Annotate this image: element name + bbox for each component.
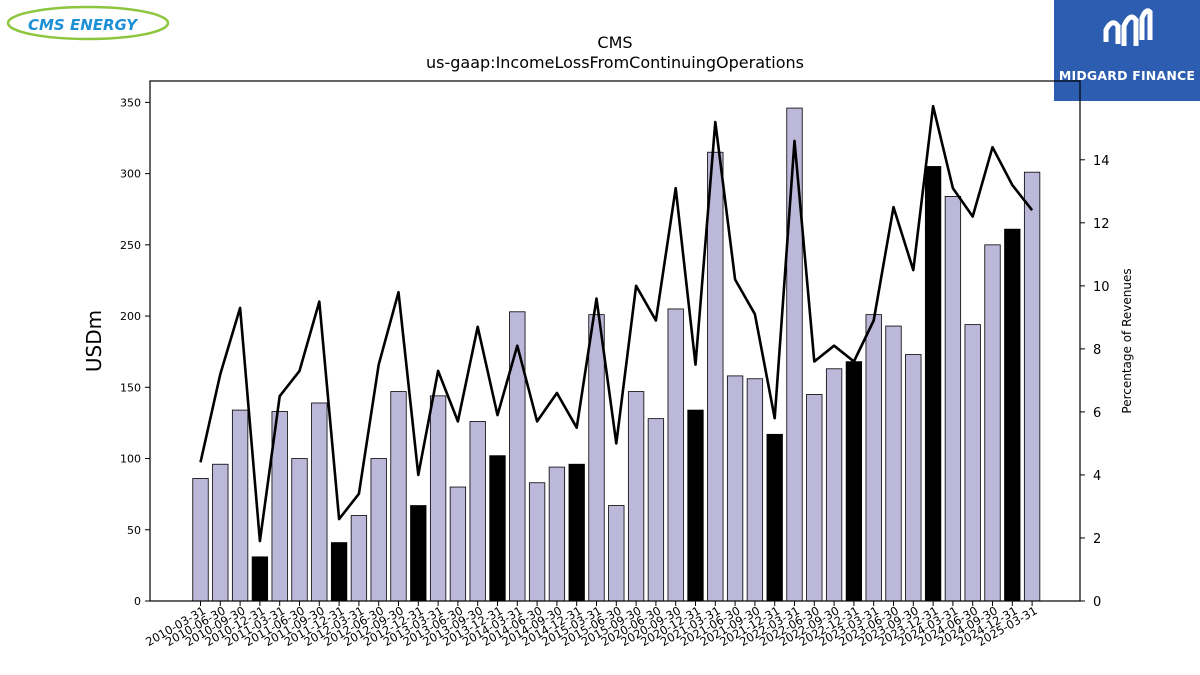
y2-tick-label: 10 xyxy=(1093,280,1110,295)
bar xyxy=(588,314,605,602)
y-tick-label: 0 xyxy=(134,595,141,608)
bar xyxy=(746,378,764,602)
y-tick-label: 200 xyxy=(120,310,141,323)
y-tick-label: 300 xyxy=(120,168,141,181)
bar xyxy=(806,394,823,602)
y2-tick-label: 4 xyxy=(1093,469,1101,484)
y2-tick-label: 0 xyxy=(1093,595,1101,610)
bar xyxy=(924,166,942,602)
y2-tick-label: 6 xyxy=(1093,406,1101,421)
y-tick-label: 350 xyxy=(120,96,141,109)
bar xyxy=(350,515,368,602)
bar xyxy=(647,418,665,602)
bar xyxy=(766,433,783,602)
y2-tick-label: 12 xyxy=(1093,217,1110,232)
bar xyxy=(489,455,506,602)
bar xyxy=(528,482,546,602)
bar xyxy=(905,354,922,602)
bar xyxy=(548,466,566,602)
bar xyxy=(687,409,704,602)
percentage-line xyxy=(199,104,1034,543)
bar xyxy=(865,314,882,602)
y-tick-label: 50 xyxy=(127,524,141,537)
bars-group xyxy=(192,107,1041,602)
bar xyxy=(845,361,863,602)
bar xyxy=(469,421,486,602)
chart-subtitle: us-gaap:IncomeLossFromContinuingOperatio… xyxy=(426,53,804,72)
y2-axis-ticks: 0 2 4 6 8 10 12 14 xyxy=(1080,154,1110,610)
y2-axis-label: Percentage of Revenues xyxy=(1120,268,1134,413)
bar xyxy=(964,324,981,602)
bar xyxy=(608,505,625,602)
midgard-emblem-icon xyxy=(1103,8,1153,46)
bar xyxy=(231,409,249,602)
swoosh-icon xyxy=(6,5,170,41)
bar xyxy=(212,463,229,602)
bar xyxy=(726,375,744,602)
bar xyxy=(251,556,269,602)
bar xyxy=(192,478,209,602)
midgard-finance-logo: MIDGARD FINANCE xyxy=(1054,0,1200,101)
y-tick-label: 100 xyxy=(120,453,141,466)
chart-title: CMS xyxy=(597,33,632,52)
bar xyxy=(944,195,962,602)
y-tick-label: 250 xyxy=(120,239,141,252)
bar xyxy=(667,308,684,602)
bar xyxy=(1023,171,1041,602)
bar xyxy=(885,325,902,602)
bar xyxy=(568,463,585,602)
cms-energy-logo: CMS ENERGY xyxy=(6,4,172,44)
y2-tick-label: 14 xyxy=(1093,154,1110,169)
bar xyxy=(410,505,427,602)
y-tick-label: 150 xyxy=(120,381,141,394)
bar xyxy=(429,395,447,602)
bar xyxy=(825,368,843,602)
cms-energy-logo-text: CMS ENERGY xyxy=(28,16,138,34)
bar xyxy=(627,391,645,602)
bar xyxy=(330,542,348,602)
plot-frame xyxy=(149,80,1081,602)
bar xyxy=(707,151,724,602)
bar xyxy=(1004,228,1021,602)
y2-tick-label: 8 xyxy=(1093,343,1101,358)
y-axis-ticks: 0 50 100 150 200 250 300 350 xyxy=(120,96,150,608)
bar xyxy=(509,311,526,602)
bar xyxy=(370,458,387,602)
midgard-finance-logo-text: MIDGARD FINANCE xyxy=(1058,68,1196,83)
bar xyxy=(291,458,308,602)
y2-tick-label: 2 xyxy=(1093,532,1101,547)
x-axis-ticks: 2010-03-312010-06-302010-09-302010-12-31… xyxy=(143,601,1040,649)
y-axis-label: USDm xyxy=(82,310,106,372)
bar xyxy=(390,391,407,602)
bar xyxy=(311,402,328,602)
bar xyxy=(786,107,803,602)
bar xyxy=(449,486,467,602)
bar xyxy=(984,244,1001,602)
